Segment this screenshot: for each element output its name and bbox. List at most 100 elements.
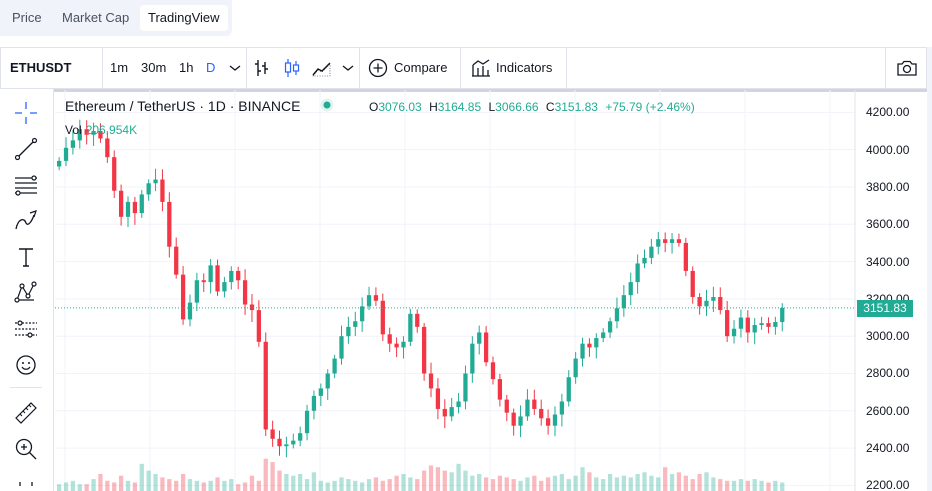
price-tick-label: 2600.00 [866, 403, 910, 418]
volume-bar [277, 470, 282, 491]
candle-body [704, 300, 709, 307]
volume-bar [690, 479, 695, 491]
low-key: L [488, 100, 496, 114]
interval-1h[interactable]: 1h [179, 60, 194, 75]
volume-bar [422, 470, 427, 491]
candle-body [752, 325, 757, 333]
emoji-icon[interactable] [12, 351, 40, 379]
volume-bar [346, 479, 351, 491]
volume-bar [518, 480, 523, 491]
toolbar-divider [359, 48, 360, 88]
brush-icon[interactable] [12, 207, 40, 235]
pattern-tool-icon[interactable] [12, 279, 40, 307]
candlestick-chart[interactable] [55, 90, 927, 491]
candle-body [552, 414, 558, 426]
candle-body [683, 242, 688, 271]
volume-bar [773, 480, 778, 491]
candle-body [725, 310, 730, 337]
candle-body [442, 408, 447, 417]
change-value: +75.79 (+2.46%) [605, 100, 695, 114]
candle-body [559, 401, 565, 415]
indicators-icon[interactable] [469, 56, 493, 80]
volume-bar [236, 484, 241, 491]
price-tick-label: 2400.00 [866, 441, 910, 456]
price-tick-label: 3600.00 [866, 217, 910, 232]
candle-body [353, 321, 358, 327]
interval-d[interactable]: D [206, 60, 216, 75]
candle-body [628, 282, 633, 296]
volume-bar [256, 480, 261, 491]
volume-bar [532, 475, 537, 491]
candle-body [167, 201, 172, 247]
volume-bar [139, 463, 144, 491]
volume-bar [118, 475, 124, 491]
volume-bar [435, 467, 441, 491]
zoom-in-icon[interactable] [12, 435, 40, 463]
volume-bar [545, 477, 551, 491]
crosshair-icon[interactable] [12, 99, 40, 127]
volume-bar [642, 472, 647, 491]
camera-icon[interactable] [895, 56, 919, 80]
volume-bar [594, 477, 599, 491]
candle-body [697, 297, 702, 307]
volume-bar [649, 475, 654, 491]
candle-body [470, 343, 475, 374]
candle-body [401, 341, 406, 348]
volume-bar [483, 477, 489, 491]
volume-bar [525, 477, 530, 491]
volume-bar [428, 465, 434, 491]
bar-chart-style-icon[interactable] [250, 56, 274, 80]
chevron-down-icon[interactable] [223, 56, 247, 80]
candle-body [201, 280, 206, 283]
plus-circle-icon[interactable] [366, 56, 390, 80]
volume-bar [456, 463, 461, 491]
compare-button[interactable]: Compare [394, 60, 448, 75]
open-value: 3076.03 [378, 100, 422, 114]
fib-retracement-icon[interactable] [12, 171, 40, 199]
candle-body [180, 274, 186, 320]
volume-bar [63, 482, 69, 491]
prediction-tool-icon[interactable] [12, 315, 40, 343]
volume-bar [676, 472, 682, 491]
tab-price[interactable]: Price [12, 10, 42, 25]
volume-bar [601, 479, 606, 491]
volume-bar [298, 474, 303, 491]
magnet-icon[interactable] [12, 474, 40, 491]
interval-1m[interactable]: 1m [110, 60, 129, 75]
candle-body [415, 313, 420, 327]
tab-market-cap[interactable]: Market Cap [62, 10, 130, 25]
candle-body [132, 201, 138, 214]
trend-line-icon[interactable] [12, 135, 40, 163]
candles-chart-style-icon[interactable] [280, 56, 304, 80]
volume-bar [242, 482, 248, 491]
volume-bar [738, 479, 744, 491]
volume-bar [153, 474, 158, 491]
volume-bar [628, 477, 633, 491]
volume-bar [442, 470, 447, 491]
text-tool-icon[interactable] [12, 243, 40, 271]
ruler-icon[interactable] [12, 399, 40, 427]
candle-body [428, 373, 434, 389]
volume-bar [683, 475, 688, 491]
candle-body [759, 323, 764, 326]
volume-bar [621, 475, 626, 491]
candle-body [718, 297, 723, 311]
area-chart-style-icon[interactable] [310, 56, 334, 80]
interval-30m[interactable]: 30m [141, 60, 167, 75]
volume-bar [332, 480, 337, 491]
candle-body [153, 179, 158, 184]
candle-body [649, 246, 654, 258]
volume-bar [98, 474, 103, 491]
candle-body [346, 326, 351, 337]
indicators-button[interactable]: Indicators [496, 60, 553, 75]
symbol-search[interactable]: ETHUSDT [10, 60, 72, 75]
candle-body [139, 194, 144, 214]
chevron-down-icon[interactable] [336, 56, 360, 80]
volume-bar [573, 475, 578, 491]
volume-bar [125, 480, 131, 491]
candle-body [146, 183, 151, 195]
tab-tradingview[interactable]: TradingView [140, 5, 228, 31]
candle-body [380, 300, 385, 335]
volume-bar [504, 477, 509, 491]
volume-bar [91, 479, 96, 491]
